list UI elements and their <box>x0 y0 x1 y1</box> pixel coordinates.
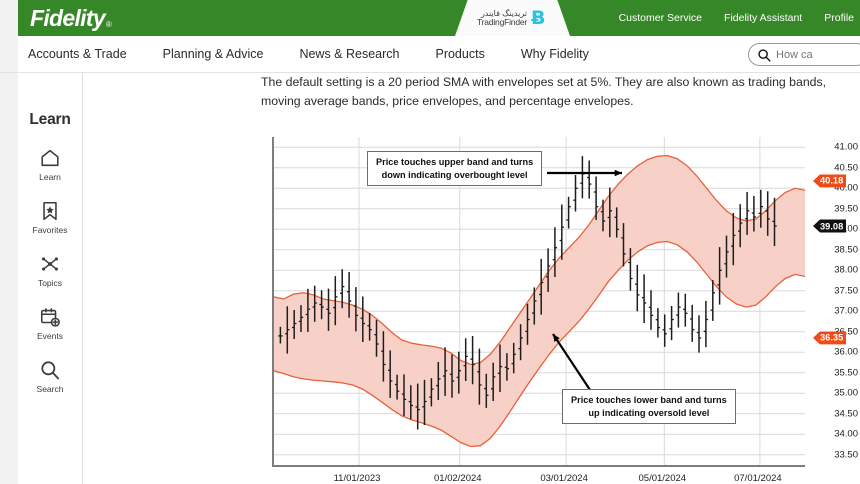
fidelity-logo-text: Fidelity <box>30 4 106 31</box>
calendar-plus-icon <box>40 308 60 327</box>
tradingfinder-watermark: تریدینگ فایندر TradingFinder Ƀ <box>455 0 570 36</box>
search-input[interactable]: How ca <box>748 43 860 66</box>
bookmark-star-icon <box>43 201 57 221</box>
y-axis-tick: 34.00 <box>834 428 858 440</box>
sidebar-label-topics: Topics <box>37 278 63 288</box>
search-icon <box>41 361 60 380</box>
y-axis-tick: 33.50 <box>834 449 858 461</box>
oversold-callout: Price touches lower band and turns up in… <box>562 389 736 424</box>
nav-accounts-and-trade[interactable]: Accounts & Trade <box>28 47 127 61</box>
tradingfinder-logo-icon: Ƀ <box>531 6 546 29</box>
header-link-customer-service[interactable]: Customer Service <box>618 12 703 24</box>
overbought-callout-line1: Price touches upper band and turns <box>376 157 534 167</box>
x-axis-tick: 11/01/2023 <box>333 473 381 484</box>
watermark-text: تریدینگ فایندر TradingFinder <box>477 9 527 28</box>
chart-x-axis: 11/01/2023 01/02/2024 03/01/2024 05/01/2024… <box>272 469 805 484</box>
lower-envelope-price-tag: 36.35 <box>813 331 847 345</box>
overbought-callout: Price touches upper band and turns down … <box>367 151 543 186</box>
mainnav-items: Accounts & Trade Planning & Advice News … <box>28 47 589 61</box>
sidebar-label-search: Search <box>36 384 64 394</box>
topics-network-icon <box>42 257 58 271</box>
y-axis-tick: 37.50 <box>834 285 858 297</box>
mainnav-left-gutter <box>0 36 18 72</box>
overbought-callout-line2: down indicating overbought level <box>381 169 528 180</box>
y-axis-tick: 38.00 <box>834 264 858 276</box>
y-axis-tick: 35.50 <box>834 367 858 379</box>
y-axis-tick: 40.00 <box>834 182 858 194</box>
y-axis-tick: 37.00 <box>834 305 858 317</box>
article-content: The default setting is a 20 period SMA w… <box>84 73 860 484</box>
sidebar-item-search[interactable]: Search <box>18 359 82 394</box>
chart-y-axis: 41.0040.5040.0039.5039.0038.5038.0037.50… <box>812 137 860 467</box>
x-axis-tick: 03/01/2024 <box>540 473 588 484</box>
article-paragraph: The default setting is a 20 period SMA w… <box>261 75 827 108</box>
chart-canvas <box>274 137 805 465</box>
y-axis-tick: 39.50 <box>834 203 858 215</box>
oversold-callout-line2: up indicating oversold level <box>588 407 710 418</box>
header-link-profile[interactable]: Profile <box>824 12 854 24</box>
search-icon <box>758 48 771 62</box>
oversold-callout-line1: Price touches lower band and turns <box>571 395 727 405</box>
registered-mark: ® <box>105 19 112 29</box>
sidebar-item-events[interactable]: Events <box>18 306 82 341</box>
sidebar-item-favorites[interactable]: Favorites <box>18 200 82 235</box>
chart-plot-area <box>272 137 805 467</box>
home-icon <box>41 149 59 167</box>
search-placeholder: How ca <box>776 48 813 61</box>
learn-sidebar: Learn Learn Favorites <box>18 73 83 484</box>
y-axis-tick: 40.50 <box>834 162 858 174</box>
watermark-english: TradingFinder <box>477 16 527 27</box>
y-axis-tick: 36.00 <box>834 346 858 358</box>
y-axis-tick: 38.50 <box>834 244 858 256</box>
sidebar-title: Learn <box>29 111 71 128</box>
nav-why-fidelity[interactable]: Why Fidelity <box>520 47 589 61</box>
sidebar-label-learn: Learn <box>39 172 61 182</box>
watermark-farsi: تریدینگ فایندر <box>480 8 527 18</box>
price-envelopes-chart: 41.0040.5040.0039.5039.0038.5038.0037.50… <box>272 137 860 484</box>
upper-envelope-price-tag: 40.18 <box>813 174 847 188</box>
y-axis-tick: 35.00 <box>834 387 858 399</box>
last-price-tag: 39.08 <box>813 219 847 233</box>
x-axis-tick: 07/01/2024 <box>734 473 782 484</box>
nav-news-and-research[interactable]: News & Research <box>299 47 400 61</box>
primary-navigation: Accounts & Trade Planning & Advice News … <box>0 36 860 73</box>
nav-products[interactable]: Products <box>435 47 485 61</box>
header-utility-nav: Customer Service Fidelity Assistant Prof… <box>619 12 860 24</box>
header-left-gutter <box>0 0 18 36</box>
header-link-fidelity-assistant[interactable]: Fidelity Assistant <box>724 12 803 24</box>
x-axis-tick: 05/01/2024 <box>638 473 687 484</box>
nav-planning-and-advice[interactable]: Planning & Advice <box>162 47 264 61</box>
x-axis-tick: 01/02/2024 <box>434 473 482 484</box>
sidebar-label-favorites: Favorites <box>32 225 68 235</box>
sidebar-item-topics[interactable]: Topics <box>18 253 82 288</box>
y-axis-tick: 34.50 <box>834 408 858 420</box>
site-header: Fidelity ® تریدینگ فایندر TradingFinder … <box>0 0 860 36</box>
page-left-gutter <box>0 73 18 484</box>
fidelity-logo[interactable]: Fidelity ® <box>30 5 112 32</box>
sidebar-label-events: Events <box>37 331 63 341</box>
y-axis-tick: 41.00 <box>834 141 858 153</box>
sidebar-item-learn[interactable]: Learn <box>18 147 82 182</box>
